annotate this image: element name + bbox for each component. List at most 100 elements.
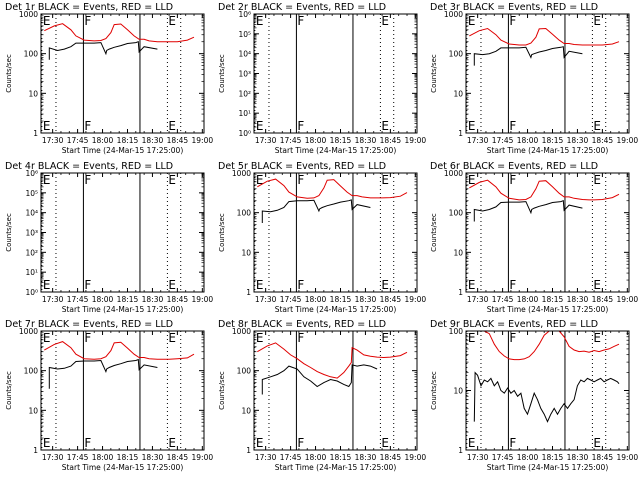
marker-label-F: F [84, 436, 91, 450]
x-tick-label: 18:45 [380, 453, 402, 462]
x-tick-label: 17:45 [492, 453, 514, 462]
x-tick-label: 17:30 [467, 295, 489, 304]
y-tick-label: 1 [458, 446, 463, 455]
marker-label-E: E [256, 436, 264, 450]
series-line-events [473, 371, 620, 423]
chart-title: Det 9r BLACK = Events, RED = LLD [430, 319, 598, 330]
marker-label-F: F [84, 14, 91, 28]
y-tick-label: 100 [449, 327, 464, 336]
marker-label-E: E [381, 14, 389, 28]
x-tick-label: 18:15 [117, 295, 139, 304]
chart-title: Det 1r BLACK = Events, RED = LLD [5, 2, 173, 13]
x-tick-label: 17:45 [67, 136, 89, 145]
series-line-events [261, 199, 371, 223]
x-axis-label: Start Time (24-Mar-15 17:25:00) [275, 463, 397, 472]
x-tick-label: 17:30 [467, 453, 489, 462]
marker-label-F: F [297, 331, 304, 345]
y-tick-label: 100 [24, 50, 39, 59]
chart-det-9: Det 9r BLACK = Events, RED = LLD Counts/s… [430, 319, 638, 472]
marker-label-F: F [509, 436, 516, 450]
marker-label-E: E [256, 331, 264, 345]
y-tick-label: 1000 [444, 10, 463, 19]
x-tick-label: 18:00 [92, 453, 114, 462]
x-tick-label: 18:15 [542, 453, 564, 462]
y-tick-label: 100 [24, 367, 39, 376]
y-axis-label: Counts/sec [5, 371, 13, 410]
marker-label-E: E [381, 436, 389, 450]
marker-label-E: E [43, 173, 51, 187]
x-tick-label: 18:00 [92, 136, 114, 145]
marker-label-F: F [84, 173, 91, 187]
marker-label-E: E [168, 119, 176, 133]
marker-label-E: E [468, 331, 476, 345]
x-tick-label: 19:00 [617, 453, 639, 462]
marker-label-E: E [43, 14, 51, 28]
marker-label-E: E [468, 119, 476, 133]
y-tick-label: 10⁰ [25, 288, 38, 297]
marker-label-E: E [43, 119, 51, 133]
x-tick-label: 19:00 [192, 295, 214, 304]
marker-label-E: E [43, 278, 51, 292]
series-line-events [473, 46, 583, 66]
y-tick-label: 10⁶ [25, 169, 38, 178]
y-tick-label: 10³ [238, 70, 251, 79]
x-tick-label: 17:30 [42, 136, 64, 145]
marker-label-F: F [84, 278, 91, 292]
marker-label-E: E [593, 331, 601, 345]
marker-label-F: F [509, 14, 516, 28]
marker-label-E: E [381, 331, 389, 345]
x-tick-label: 17:45 [280, 453, 302, 462]
x-tick-label: 18:15 [330, 295, 352, 304]
marker-label-E: E [468, 278, 476, 292]
marker-label-F: F [509, 331, 516, 345]
y-tick-label: 10⁴ [25, 209, 38, 218]
y-axis-label: Counts/sec [218, 371, 226, 410]
marker-label-E: E [256, 119, 264, 133]
chart-title: Det 3r BLACK = Events, RED = LLD [430, 2, 598, 13]
x-tick-label: 19:00 [192, 136, 214, 145]
x-axis-label: Start Time (24-Mar-15 17:25:00) [62, 463, 184, 472]
x-tick-label: 18:00 [517, 295, 539, 304]
series-line-events [473, 200, 583, 222]
marker-label-E: E [381, 278, 389, 292]
y-tick-label: 10² [238, 89, 251, 98]
plot-frame [40, 330, 205, 451]
x-tick-label: 18:45 [380, 295, 402, 304]
y-tick-label: 10 [28, 89, 38, 98]
x-tick-label: 17:45 [492, 136, 514, 145]
x-tick-label: 18:30 [142, 453, 164, 462]
marker-label-F: F [84, 331, 91, 345]
x-tick-label: 18:45 [167, 295, 189, 304]
chart-title: Det 5r BLACK = Events, RED = LLD [218, 161, 386, 172]
x-tick-label: 18:15 [117, 136, 139, 145]
y-axis-label: Counts/sec [218, 213, 226, 252]
y-tick-label: 1 [246, 288, 251, 297]
x-tick-label: 18:00 [305, 295, 327, 304]
x-tick-label: 17:30 [255, 453, 277, 462]
plot-frame [40, 172, 205, 293]
x-tick-label: 18:15 [542, 295, 564, 304]
x-tick-label: 18:15 [542, 136, 564, 145]
x-tick-label: 19:00 [192, 453, 214, 462]
chart-det-7: Det 7r BLACK = Events, RED = LLD Counts/s… [5, 319, 213, 472]
y-tick-label: 1 [458, 129, 463, 138]
marker-label-E: E [168, 14, 176, 28]
y-tick-label: 100 [449, 50, 464, 59]
y-tick-label: 1000 [232, 169, 251, 178]
y-axis-label: Counts/sec [430, 371, 438, 410]
x-axis-label: Start Time (24-Mar-15 17:25:00) [62, 305, 184, 314]
x-tick-label: 17:30 [42, 453, 64, 462]
y-tick-label: 100 [237, 209, 252, 218]
x-tick-label: 17:30 [255, 295, 277, 304]
x-tick-label: 18:30 [355, 295, 377, 304]
x-tick-label: 17:45 [280, 136, 302, 145]
marker-label-F: F [297, 14, 304, 28]
y-tick-label: 10 [453, 89, 463, 98]
marker-label-F: F [84, 119, 91, 133]
x-tick-label: 18:15 [330, 453, 352, 462]
series-line-lld [469, 179, 620, 201]
x-tick-label: 19:00 [617, 295, 639, 304]
x-tick-label: 17:30 [467, 136, 489, 145]
x-axis-label: Start Time (24-Mar-15 17:25:00) [62, 146, 184, 155]
